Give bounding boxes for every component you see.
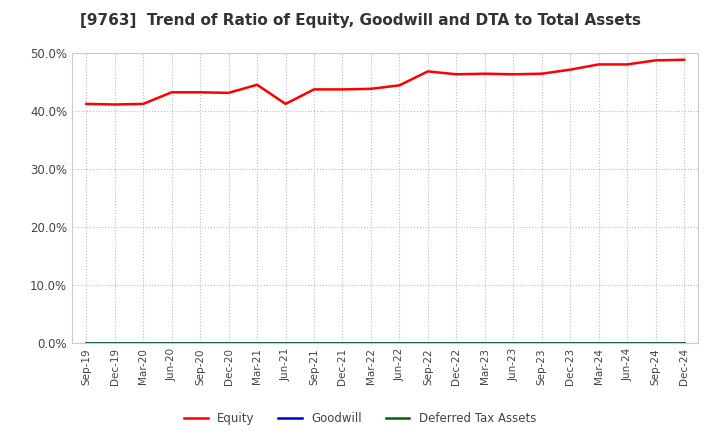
Goodwill — [282, 341, 290, 346]
Goodwill — [110, 341, 119, 346]
Deferred Tax Assets — [310, 341, 318, 346]
Deferred Tax Assets — [139, 341, 148, 346]
Equity — [225, 90, 233, 95]
Deferred Tax Assets — [282, 341, 290, 346]
Equity — [423, 69, 432, 74]
Deferred Tax Assets — [167, 341, 176, 346]
Deferred Tax Assets — [566, 341, 575, 346]
Equity — [480, 71, 489, 77]
Goodwill — [82, 341, 91, 346]
Equity — [310, 87, 318, 92]
Goodwill — [139, 341, 148, 346]
Goodwill — [366, 341, 375, 346]
Deferred Tax Assets — [338, 341, 347, 346]
Goodwill — [537, 341, 546, 346]
Deferred Tax Assets — [509, 341, 518, 346]
Equity — [82, 101, 91, 106]
Deferred Tax Assets — [423, 341, 432, 346]
Goodwill — [509, 341, 518, 346]
Deferred Tax Assets — [196, 341, 204, 346]
Goodwill — [253, 341, 261, 346]
Deferred Tax Assets — [595, 341, 603, 346]
Deferred Tax Assets — [452, 341, 461, 346]
Equity — [652, 58, 660, 63]
Deferred Tax Assets — [225, 341, 233, 346]
Equity — [680, 57, 688, 62]
Equity — [566, 67, 575, 72]
Goodwill — [196, 341, 204, 346]
Equity — [139, 101, 148, 106]
Goodwill — [480, 341, 489, 346]
Equity — [338, 87, 347, 92]
Equity — [395, 83, 404, 88]
Goodwill — [310, 341, 318, 346]
Equity — [196, 90, 204, 95]
Goodwill — [338, 341, 347, 346]
Legend: Equity, Goodwill, Deferred Tax Assets: Equity, Goodwill, Deferred Tax Assets — [179, 407, 541, 430]
Goodwill — [452, 341, 461, 346]
Line: Equity: Equity — [86, 60, 684, 104]
Equity — [623, 62, 631, 67]
Goodwill — [595, 341, 603, 346]
Equity — [537, 71, 546, 77]
Equity — [509, 72, 518, 77]
Text: [9763]  Trend of Ratio of Equity, Goodwill and DTA to Total Assets: [9763] Trend of Ratio of Equity, Goodwil… — [79, 13, 641, 28]
Equity — [167, 90, 176, 95]
Goodwill — [225, 341, 233, 346]
Goodwill — [167, 341, 176, 346]
Goodwill — [623, 341, 631, 346]
Goodwill — [652, 341, 660, 346]
Deferred Tax Assets — [652, 341, 660, 346]
Equity — [110, 102, 119, 107]
Equity — [452, 72, 461, 77]
Deferred Tax Assets — [480, 341, 489, 346]
Goodwill — [566, 341, 575, 346]
Deferred Tax Assets — [366, 341, 375, 346]
Equity — [595, 62, 603, 67]
Deferred Tax Assets — [110, 341, 119, 346]
Deferred Tax Assets — [82, 341, 91, 346]
Goodwill — [395, 341, 404, 346]
Equity — [282, 101, 290, 106]
Deferred Tax Assets — [623, 341, 631, 346]
Equity — [366, 86, 375, 92]
Goodwill — [680, 341, 688, 346]
Deferred Tax Assets — [253, 341, 261, 346]
Equity — [253, 82, 261, 88]
Deferred Tax Assets — [395, 341, 404, 346]
Goodwill — [423, 341, 432, 346]
Deferred Tax Assets — [537, 341, 546, 346]
Deferred Tax Assets — [680, 341, 688, 346]
